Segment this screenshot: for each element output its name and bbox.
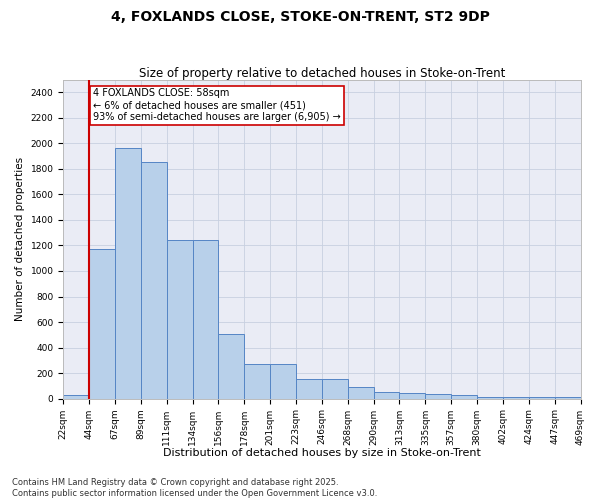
- Bar: [477, 396, 503, 398]
- Y-axis label: Number of detached properties: Number of detached properties: [15, 157, 25, 321]
- Bar: [503, 396, 529, 398]
- Text: 4 FOXLANDS CLOSE: 58sqm
← 6% of detached houses are smaller (451)
93% of semi-de: 4 FOXLANDS CLOSE: 58sqm ← 6% of detached…: [93, 88, 341, 122]
- Bar: [348, 387, 374, 398]
- Bar: [374, 392, 400, 398]
- Bar: [141, 162, 167, 398]
- Bar: [322, 379, 348, 398]
- Text: 4, FOXLANDS CLOSE, STOKE-ON-TRENT, ST2 9DP: 4, FOXLANDS CLOSE, STOKE-ON-TRENT, ST2 9…: [110, 10, 490, 24]
- X-axis label: Distribution of detached houses by size in Stoke-on-Trent: Distribution of detached houses by size …: [163, 448, 481, 458]
- Bar: [425, 394, 451, 398]
- Bar: [270, 364, 296, 398]
- Text: Contains HM Land Registry data © Crown copyright and database right 2025.
Contai: Contains HM Land Registry data © Crown c…: [12, 478, 377, 498]
- Bar: [244, 364, 270, 398]
- Bar: [89, 248, 115, 398]
- Bar: [218, 334, 244, 398]
- Bar: [400, 393, 425, 398]
- Bar: [115, 148, 141, 398]
- Bar: [167, 240, 193, 398]
- Bar: [451, 396, 477, 398]
- Title: Size of property relative to detached houses in Stoke-on-Trent: Size of property relative to detached ho…: [139, 66, 505, 80]
- Bar: [296, 379, 322, 398]
- Bar: [193, 240, 218, 398]
- Bar: [63, 396, 89, 398]
